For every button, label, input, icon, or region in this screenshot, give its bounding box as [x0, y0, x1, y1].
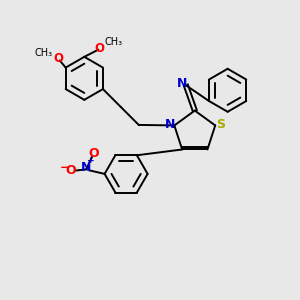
- Text: N: N: [177, 77, 188, 90]
- Text: O: O: [53, 52, 63, 64]
- Text: CH₃: CH₃: [35, 48, 53, 58]
- Text: O: O: [65, 164, 76, 177]
- Text: −: −: [60, 161, 70, 174]
- Text: CH₃: CH₃: [104, 37, 122, 47]
- Text: S: S: [216, 118, 225, 131]
- Text: +: +: [87, 156, 95, 165]
- Text: O: O: [88, 147, 99, 161]
- Text: N: N: [81, 160, 91, 173]
- Text: N: N: [165, 118, 175, 131]
- Text: O: O: [95, 42, 105, 55]
